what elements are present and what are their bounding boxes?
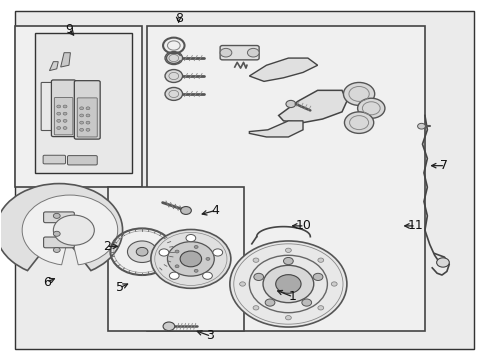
Text: 7: 7	[440, 159, 447, 172]
FancyBboxPatch shape	[54, 98, 73, 135]
Polygon shape	[249, 58, 317, 81]
FancyBboxPatch shape	[43, 237, 74, 248]
Text: 11: 11	[407, 219, 422, 233]
Text: 3: 3	[206, 329, 214, 342]
Text: 1: 1	[288, 290, 296, 303]
Circle shape	[252, 306, 258, 310]
Circle shape	[151, 229, 230, 288]
Text: 2: 2	[103, 240, 111, 253]
Circle shape	[169, 272, 179, 279]
Circle shape	[220, 48, 231, 57]
Circle shape	[53, 213, 60, 219]
Circle shape	[301, 299, 311, 306]
Text: 9: 9	[65, 23, 73, 36]
Circle shape	[317, 306, 323, 310]
FancyBboxPatch shape	[77, 98, 97, 137]
Circle shape	[175, 265, 179, 268]
FancyBboxPatch shape	[41, 82, 54, 131]
Polygon shape	[278, 90, 346, 123]
Circle shape	[63, 112, 67, 115]
Circle shape	[63, 105, 67, 108]
Bar	[108, 187, 244, 330]
Circle shape	[344, 112, 373, 134]
Circle shape	[194, 246, 198, 248]
Text: 8: 8	[174, 12, 183, 25]
Bar	[35, 33, 132, 173]
FancyBboxPatch shape	[43, 212, 74, 223]
Circle shape	[417, 123, 425, 129]
Wedge shape	[0, 184, 122, 271]
Circle shape	[164, 87, 182, 100]
Circle shape	[80, 107, 83, 110]
Circle shape	[86, 121, 90, 124]
Circle shape	[330, 282, 336, 286]
Circle shape	[86, 129, 90, 131]
Circle shape	[53, 231, 60, 236]
Circle shape	[180, 207, 191, 215]
Circle shape	[127, 241, 157, 262]
Text: 4: 4	[211, 204, 219, 217]
FancyBboxPatch shape	[51, 80, 76, 136]
Circle shape	[57, 127, 61, 130]
Circle shape	[212, 249, 222, 256]
Circle shape	[86, 107, 90, 110]
Circle shape	[283, 257, 293, 265]
Circle shape	[53, 215, 94, 245]
Bar	[15, 26, 142, 187]
Circle shape	[57, 120, 61, 122]
Circle shape	[136, 247, 148, 256]
Circle shape	[275, 275, 301, 293]
Circle shape	[80, 129, 83, 131]
Circle shape	[285, 100, 295, 108]
Circle shape	[357, 98, 384, 118]
Circle shape	[164, 51, 182, 64]
Circle shape	[205, 257, 209, 260]
Circle shape	[263, 265, 313, 303]
Circle shape	[194, 269, 198, 272]
Circle shape	[343, 82, 374, 105]
Circle shape	[159, 249, 168, 256]
Circle shape	[167, 242, 214, 276]
Text: 5: 5	[116, 281, 124, 294]
Circle shape	[185, 234, 195, 242]
Circle shape	[53, 247, 60, 252]
Circle shape	[80, 114, 83, 117]
FancyBboxPatch shape	[43, 155, 65, 164]
Circle shape	[202, 272, 212, 279]
Polygon shape	[61, 53, 70, 67]
Circle shape	[436, 258, 448, 267]
Circle shape	[163, 322, 174, 330]
Circle shape	[317, 258, 323, 262]
Circle shape	[86, 114, 90, 117]
Circle shape	[175, 250, 179, 253]
Circle shape	[285, 248, 291, 252]
Circle shape	[252, 258, 258, 262]
Circle shape	[57, 112, 61, 115]
Circle shape	[229, 241, 346, 327]
Circle shape	[63, 120, 67, 122]
Circle shape	[239, 282, 245, 286]
Circle shape	[57, 105, 61, 108]
Polygon shape	[49, 62, 58, 71]
Circle shape	[164, 69, 182, 82]
Circle shape	[180, 251, 201, 267]
Circle shape	[80, 121, 83, 124]
FancyBboxPatch shape	[67, 156, 97, 165]
Circle shape	[247, 48, 259, 57]
Circle shape	[63, 127, 67, 130]
Circle shape	[264, 299, 274, 306]
Wedge shape	[22, 195, 118, 265]
Bar	[147, 26, 424, 330]
FancyBboxPatch shape	[220, 45, 259, 60]
Circle shape	[285, 316, 291, 320]
Polygon shape	[249, 121, 303, 137]
Text: 10: 10	[295, 219, 311, 233]
Circle shape	[312, 273, 322, 280]
Circle shape	[253, 273, 263, 280]
Text: 6: 6	[43, 276, 51, 289]
FancyBboxPatch shape	[74, 81, 100, 139]
